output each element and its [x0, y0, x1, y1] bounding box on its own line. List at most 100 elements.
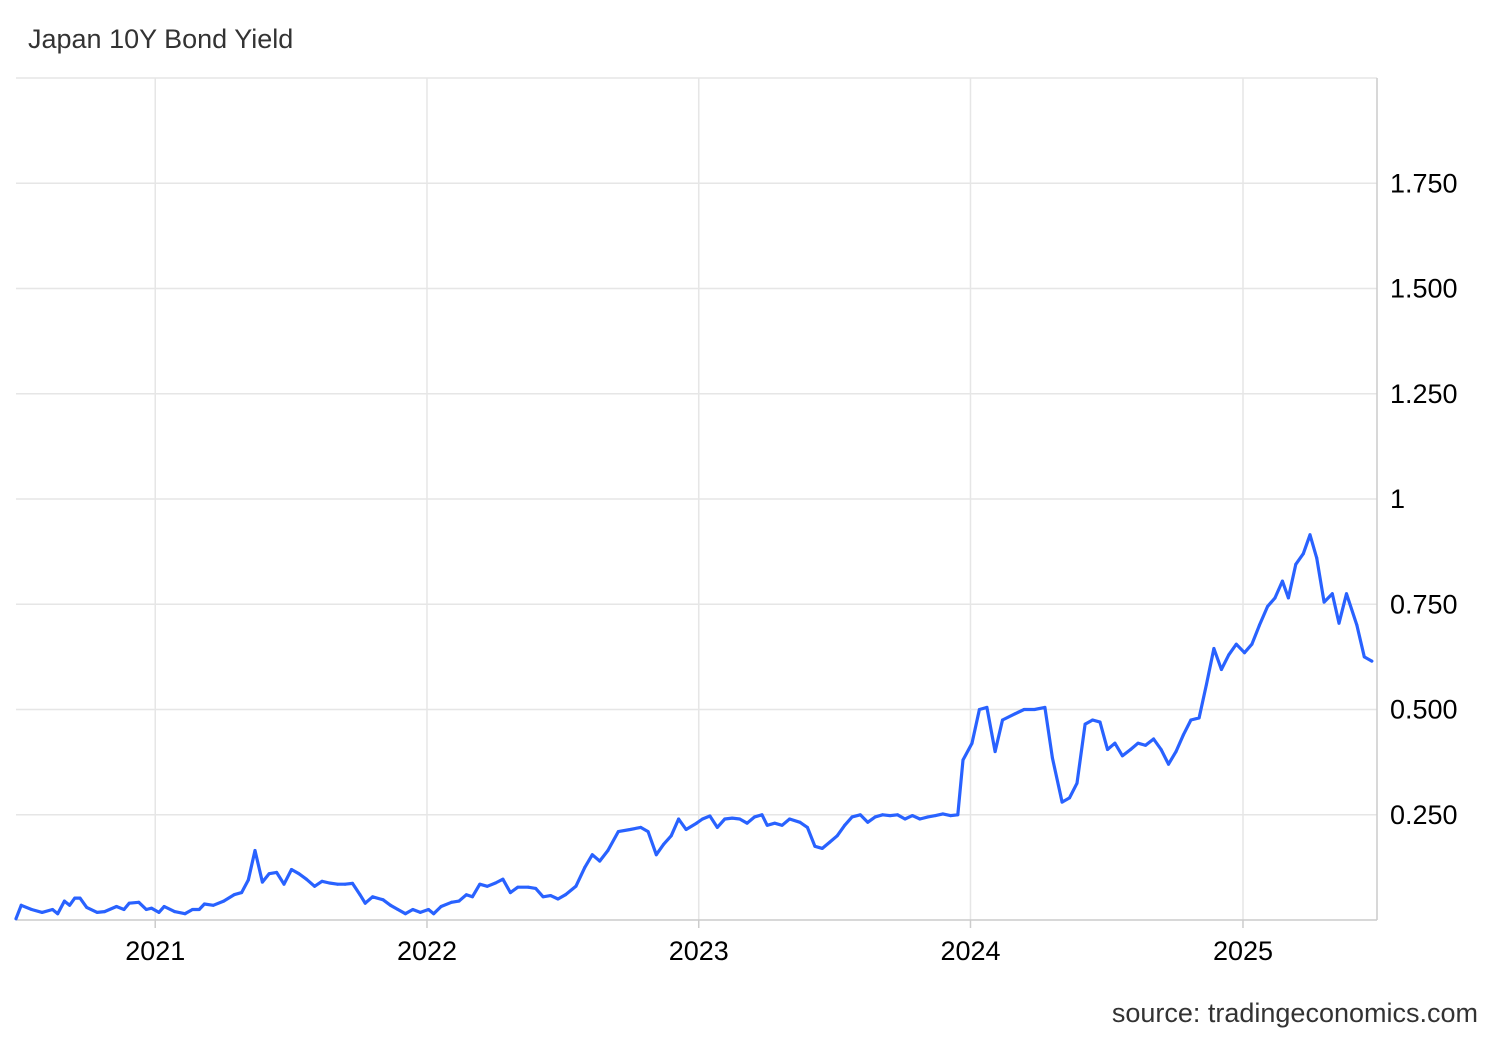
y-tick-label: 1.750 — [1390, 168, 1458, 198]
data-point — [850, 815, 854, 819]
data-point — [556, 897, 560, 901]
data-point — [56, 912, 60, 916]
data-point — [137, 900, 141, 904]
data-point — [1234, 642, 1238, 646]
data-point — [478, 882, 482, 886]
data-point — [948, 814, 952, 818]
data-point — [297, 872, 301, 876]
data-point — [290, 868, 293, 871]
data-point — [232, 893, 236, 897]
data-point — [970, 741, 974, 745]
data-point — [267, 872, 271, 876]
data-point — [985, 705, 989, 709]
x-tick-label: 2025 — [1213, 936, 1273, 966]
data-point — [1013, 712, 1017, 716]
data-point — [813, 844, 817, 848]
y-tick-label: 1 — [1390, 484, 1405, 514]
data-point — [320, 879, 324, 883]
data-point — [144, 908, 148, 911]
data-point — [1091, 718, 1095, 722]
data-point — [828, 840, 832, 844]
data-point — [654, 853, 658, 857]
data-point — [549, 894, 553, 898]
data-point — [115, 905, 118, 908]
data-point — [1266, 604, 1270, 608]
data-point — [723, 817, 727, 821]
data-point — [858, 813, 862, 817]
data-point — [450, 900, 453, 904]
data-point — [1083, 722, 1087, 726]
grid-lines — [16, 77, 1377, 920]
data-point — [564, 893, 567, 897]
data-point — [1152, 737, 1156, 741]
data-point — [669, 834, 673, 838]
data-point — [788, 817, 792, 821]
data-point — [1136, 741, 1140, 745]
data-point — [122, 908, 126, 911]
data-point — [336, 882, 340, 886]
data-point — [583, 865, 587, 869]
data-point — [246, 878, 250, 882]
data-point — [14, 917, 18, 921]
data-point — [1033, 708, 1036, 711]
data-point — [590, 853, 594, 857]
data-point — [738, 817, 742, 821]
data-point — [202, 902, 206, 906]
data-point — [51, 908, 54, 911]
data-point — [628, 828, 632, 831]
data-point — [1174, 750, 1178, 754]
data-point — [639, 825, 643, 829]
data-point — [1106, 748, 1109, 751]
data-point — [708, 814, 712, 818]
data-point — [1181, 733, 1185, 737]
data-point — [183, 912, 187, 916]
data-point — [910, 814, 914, 818]
data-point — [363, 901, 367, 905]
data-point — [881, 813, 885, 817]
data-point — [411, 908, 415, 911]
y-tick-label: 1.500 — [1390, 274, 1458, 304]
data-point — [574, 884, 578, 888]
data-point — [173, 910, 177, 914]
data-point — [78, 896, 82, 900]
data-point — [432, 912, 436, 916]
data-point — [1022, 708, 1026, 711]
data-point — [1250, 642, 1254, 646]
data-point — [1243, 651, 1246, 655]
y-axis-ticks: 0.250 0.500 0.750 1 1.250 1.500 1.750 — [1390, 168, 1458, 830]
data-point — [1098, 720, 1102, 724]
data-point — [62, 899, 66, 903]
chart-title: Japan 10Y Bond Yield — [28, 24, 294, 54]
data-point — [1286, 596, 1290, 600]
data-point — [427, 908, 430, 911]
data-point — [941, 812, 945, 816]
data-point — [1337, 621, 1341, 625]
data-point — [157, 910, 161, 914]
data-point — [1167, 762, 1170, 766]
data-point — [1068, 796, 1071, 800]
data-point — [526, 885, 530, 889]
data-point — [485, 884, 489, 888]
data-point — [371, 895, 375, 899]
data-point — [403, 912, 407, 916]
data-point — [30, 908, 34, 911]
data-point — [1362, 655, 1366, 659]
data-point — [1075, 781, 1079, 785]
data-point — [1370, 659, 1374, 663]
data-point — [606, 849, 610, 852]
data-point — [389, 903, 392, 907]
x-tick-label: 2022 — [397, 936, 457, 966]
data-point — [343, 882, 347, 886]
data-point — [313, 884, 317, 888]
data-point — [1043, 705, 1047, 709]
data-point — [1345, 592, 1348, 596]
series-line-layer — [14, 533, 1374, 921]
data-point — [1301, 552, 1305, 556]
data-point — [662, 842, 666, 846]
data-point — [805, 825, 809, 829]
data-point — [1144, 743, 1147, 747]
y-tick-label: 1.250 — [1390, 379, 1458, 409]
data-point — [211, 903, 215, 907]
data-point — [260, 880, 264, 884]
